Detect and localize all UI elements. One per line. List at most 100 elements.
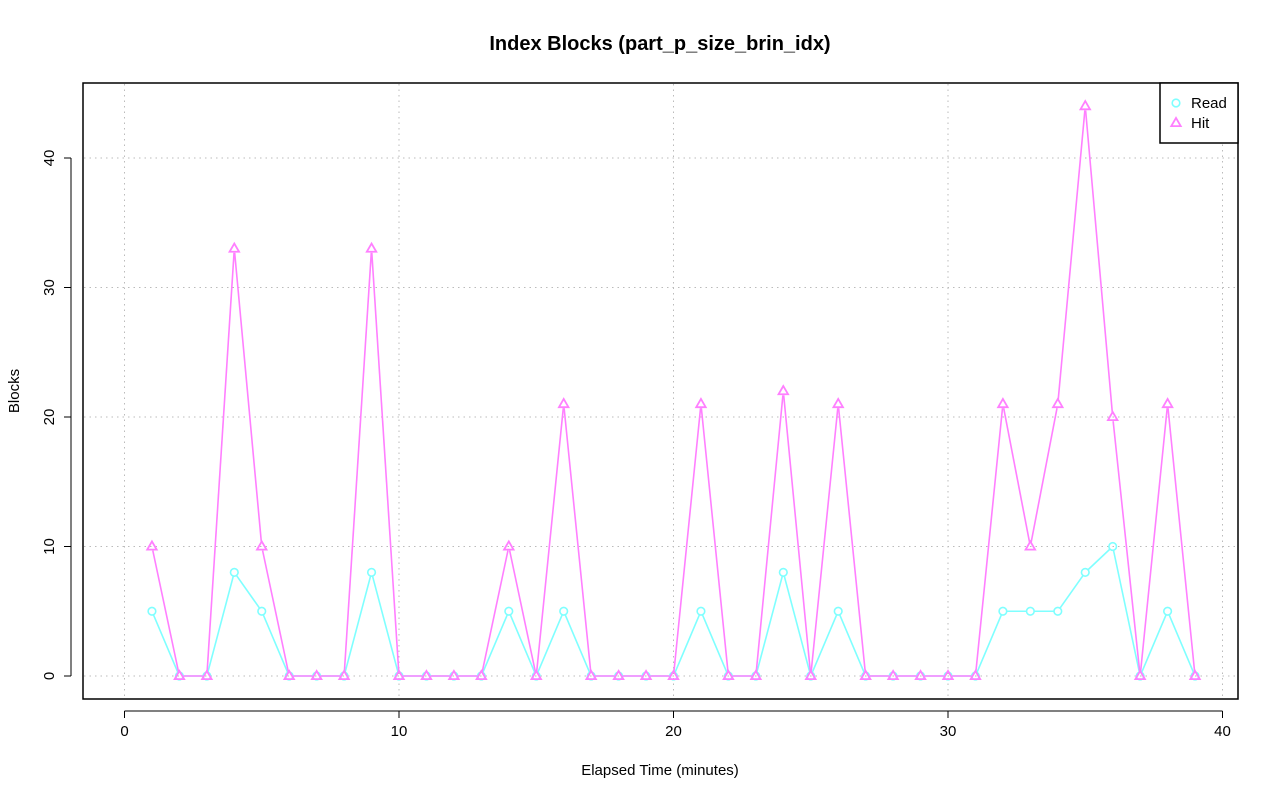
data-point — [1162, 606, 1173, 616]
x-tick-label: 20 — [665, 723, 682, 740]
data-point — [722, 669, 735, 681]
legend-label-hit: Hit — [1191, 115, 1210, 132]
series-layer — [145, 99, 1202, 681]
legend-label-read: Read — [1191, 95, 1227, 112]
legend-box — [1159, 82, 1239, 144]
series-line-segment — [563, 408, 592, 672]
data-point — [173, 669, 186, 681]
series-line-segment — [344, 576, 372, 673]
data-point — [229, 567, 239, 578]
series-line-segment — [1087, 548, 1111, 571]
series-line-segment — [755, 395, 784, 672]
series-line-segment — [1167, 408, 1196, 672]
series-line-segment — [976, 614, 1002, 673]
series-line-segment — [782, 395, 812, 672]
legend-marker-read — [1171, 98, 1181, 108]
data-point — [1106, 410, 1120, 422]
data-point — [1080, 567, 1090, 578]
data-point — [255, 539, 269, 551]
data-point — [998, 606, 1008, 616]
data-point — [504, 606, 514, 616]
x-tick-label: 40 — [1214, 723, 1231, 740]
data-point — [200, 669, 214, 681]
data-point — [447, 669, 461, 681]
data-point — [147, 606, 157, 616]
data-point — [749, 669, 763, 681]
series-line-segment — [535, 408, 565, 672]
series-line-segment — [233, 252, 263, 543]
series-line-segment — [261, 550, 290, 673]
series-line-segment — [564, 614, 591, 673]
data-point — [145, 539, 159, 551]
series-line-segment — [811, 614, 838, 673]
grid — [84, 84, 1237, 698]
series-line-segment — [371, 252, 400, 672]
data-point — [667, 669, 680, 681]
data-point — [696, 606, 706, 616]
series-line-segment — [1141, 614, 1167, 673]
data-point — [886, 669, 900, 681]
y-tick-label: 40 — [41, 150, 58, 167]
x-tick-label: 30 — [940, 723, 957, 740]
series-line-segment — [700, 408, 729, 672]
data-point — [804, 669, 818, 681]
data-point — [1053, 606, 1063, 616]
plot-frame — [82, 82, 1239, 700]
data-point — [475, 669, 488, 681]
data-point — [969, 669, 982, 681]
data-point — [639, 669, 653, 681]
series-line-segment — [236, 575, 260, 609]
data-point — [1188, 669, 1202, 681]
data-point — [1025, 606, 1035, 616]
data-point — [559, 606, 569, 616]
legend: Read Hit — [1159, 82, 1239, 144]
data-point — [914, 669, 927, 681]
x-axis: 0 10 20 30 40 — [120, 710, 1231, 740]
legend-marker-hit — [1169, 116, 1183, 128]
series-line-segment — [839, 614, 865, 673]
data-point — [420, 669, 433, 681]
x-tick-label: 10 — [391, 723, 408, 740]
data-point — [831, 397, 845, 409]
series-hit — [145, 99, 1202, 681]
series-line-segment — [207, 576, 234, 673]
series-line-segment — [975, 408, 1004, 672]
data-point — [859, 669, 872, 681]
data-point — [227, 241, 241, 253]
series-line-segment — [1059, 575, 1084, 609]
series-line-segment — [837, 408, 867, 672]
y-tick-label: 30 — [41, 279, 58, 296]
data-point — [557, 397, 571, 409]
series-line-segment — [537, 614, 563, 673]
series-line-segment — [1030, 408, 1058, 543]
data-point — [257, 606, 267, 616]
series-line-segment — [206, 252, 235, 672]
data-point — [941, 669, 955, 681]
series-line-segment — [673, 408, 702, 672]
data-point — [529, 669, 543, 681]
series-line-segment — [509, 614, 536, 673]
series-line-segment — [1112, 550, 1141, 673]
data-point — [778, 567, 788, 578]
series-line-segment — [152, 614, 179, 673]
series-line-segment — [1084, 110, 1114, 413]
data-point — [1024, 539, 1037, 551]
data-point — [365, 241, 378, 253]
y-axis: 0 10 20 30 40 — [41, 150, 72, 680]
data-point — [337, 669, 351, 681]
y-axis-label: Blocks — [6, 369, 23, 413]
series-line-segment — [343, 252, 373, 672]
data-point — [1133, 669, 1147, 681]
data-point — [612, 669, 625, 681]
series-line-segment — [508, 550, 537, 673]
data-point — [1161, 397, 1174, 409]
series-line-segment — [783, 576, 811, 673]
series-line-segment — [1057, 110, 1086, 400]
data-point — [392, 669, 406, 681]
series-line-segment — [810, 408, 839, 672]
data-point — [310, 669, 323, 681]
series-line-segment — [152, 550, 180, 673]
data-point — [1078, 99, 1092, 111]
data-point — [282, 669, 296, 681]
data-point — [1108, 541, 1118, 552]
